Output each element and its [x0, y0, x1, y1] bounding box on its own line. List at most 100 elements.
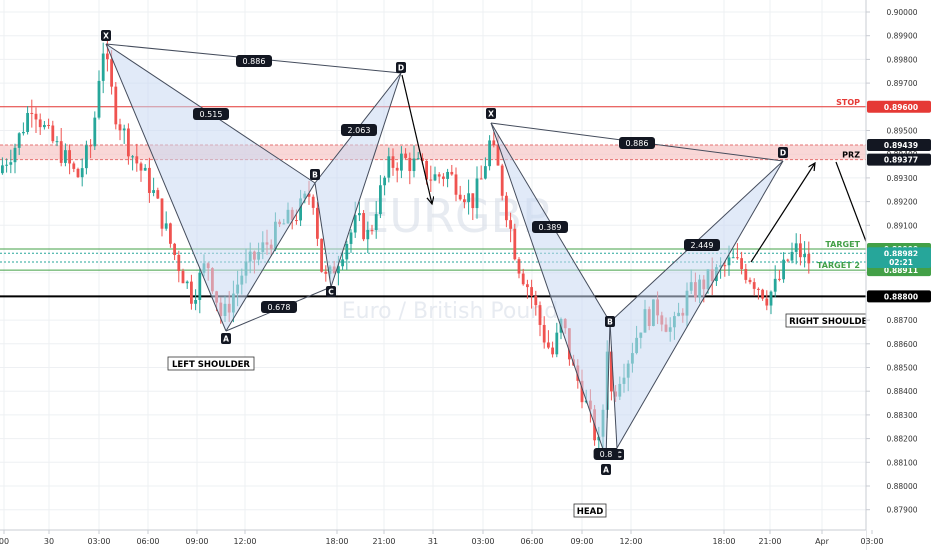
- candle-body: [185, 281, 189, 284]
- leg-bc: [609, 321, 618, 449]
- level-price-tag-label: 0.88800: [884, 292, 918, 301]
- level-price-tag-label: 0.88982: [884, 249, 918, 258]
- pattern-point-label: X: [488, 110, 494, 119]
- candle-body: [555, 332, 559, 355]
- candle-body: [387, 156, 391, 178]
- time-tick-label: 03:00: [860, 537, 883, 546]
- time-tick-label: 06:00: [136, 537, 159, 546]
- candle-body: [110, 59, 113, 87]
- candle-body: [416, 158, 420, 160]
- pattern-point-label: B: [312, 171, 318, 180]
- candle-body: [492, 140, 496, 146]
- candle-body: [76, 168, 80, 178]
- candle-body: [454, 174, 458, 195]
- candle-body: [345, 243, 349, 260]
- price-tick-label: 0.90000: [886, 8, 917, 17]
- candle-body: [437, 174, 441, 177]
- leg-ab: [225, 182, 316, 332]
- leg-ab: [605, 321, 611, 459]
- level-price-tag: [867, 100, 931, 113]
- leg-bc: [314, 182, 332, 288]
- candle-body: [446, 171, 449, 179]
- candle-body: [471, 193, 475, 209]
- candle-body: [425, 160, 428, 180]
- time-tick-label: 18:00: [712, 537, 735, 546]
- candle-body: [450, 171, 454, 175]
- candle-body: [395, 167, 399, 171]
- candle-body: [484, 166, 487, 179]
- candle-body: [97, 80, 101, 118]
- candle-body: [114, 86, 118, 125]
- price-tick-label: 0.89500: [886, 127, 917, 136]
- ratio-label: 0.678: [268, 303, 291, 312]
- annotation-box: [573, 503, 607, 518]
- ratio-badge: [193, 108, 229, 120]
- ratio-label: 2.063: [348, 126, 371, 135]
- candle-body: [761, 289, 764, 299]
- candle-body: [316, 207, 319, 239]
- candle-body: [64, 150, 67, 163]
- candle-body: [324, 271, 328, 274]
- candle-body: [89, 145, 92, 147]
- time-tick-label: 21:00: [758, 537, 781, 546]
- ratio-badge: [341, 124, 377, 136]
- pattern-point-a-marker: [221, 333, 231, 344]
- candle-body: [526, 284, 529, 288]
- time-tick-label: 06:00: [520, 537, 543, 546]
- candle-body: [17, 133, 21, 148]
- prz-zone: [0, 144, 866, 160]
- candle-body: [538, 305, 542, 325]
- candle-body: [299, 198, 302, 221]
- candle-body: [530, 287, 533, 296]
- candle-body: [458, 194, 462, 200]
- candle-body: [509, 220, 512, 229]
- pattern-point-b-marker: [605, 316, 615, 327]
- level-price-tag: [867, 138, 931, 151]
- candle-body: [1, 165, 4, 174]
- pattern-point-b-marker: [310, 169, 320, 180]
- leg-xa: [105, 43, 227, 332]
- level-price-tag: [867, 153, 931, 166]
- candle-body: [337, 266, 340, 274]
- price-tick-label: 0.88000: [886, 482, 917, 491]
- annotation-head: HEAD: [577, 507, 604, 517]
- candle-body: [85, 145, 88, 169]
- candle-body: [752, 282, 756, 289]
- candle-body: [412, 158, 416, 172]
- candle-body: [794, 243, 798, 252]
- price-tick-label: 0.88200: [886, 435, 917, 444]
- candle-body: [295, 220, 298, 222]
- candle-body: [353, 215, 357, 233]
- pattern-point-c-marker: [326, 286, 336, 297]
- candle-body: [740, 258, 743, 270]
- pattern-point-label: C: [328, 288, 334, 297]
- candle-body: [736, 257, 739, 259]
- price-tick-label: 0.88600: [886, 340, 917, 349]
- candle-body: [181, 271, 185, 284]
- candle-body: [194, 299, 197, 304]
- candle-body: [723, 265, 727, 267]
- candle-body: [341, 259, 344, 267]
- leg-cd: [330, 72, 402, 288]
- candle-body: [807, 253, 811, 264]
- candle-body: [429, 179, 433, 181]
- candle-body: [744, 269, 748, 280]
- price-tick-label: 0.89300: [886, 174, 917, 183]
- pattern-point-label: B: [607, 318, 613, 327]
- candle-body: [547, 342, 550, 348]
- ratio-label: 2.449: [691, 241, 714, 250]
- pattern-point-label: D: [398, 64, 404, 73]
- annotation-right-shoulder-: RIGHT SHOULDER?: [789, 317, 879, 327]
- candle-body: [51, 125, 55, 142]
- pattern-point-x-marker: [101, 30, 111, 41]
- time-tick-label: 30: [44, 537, 54, 546]
- ratio-badge: [261, 301, 297, 313]
- pattern-point-label: A: [223, 335, 229, 344]
- ratio-label: 0.886: [626, 139, 649, 148]
- candle-body: [152, 190, 155, 193]
- ratio-badge: [593, 448, 619, 460]
- candle-body: [496, 145, 500, 166]
- pattern-point-label: C: [616, 451, 622, 460]
